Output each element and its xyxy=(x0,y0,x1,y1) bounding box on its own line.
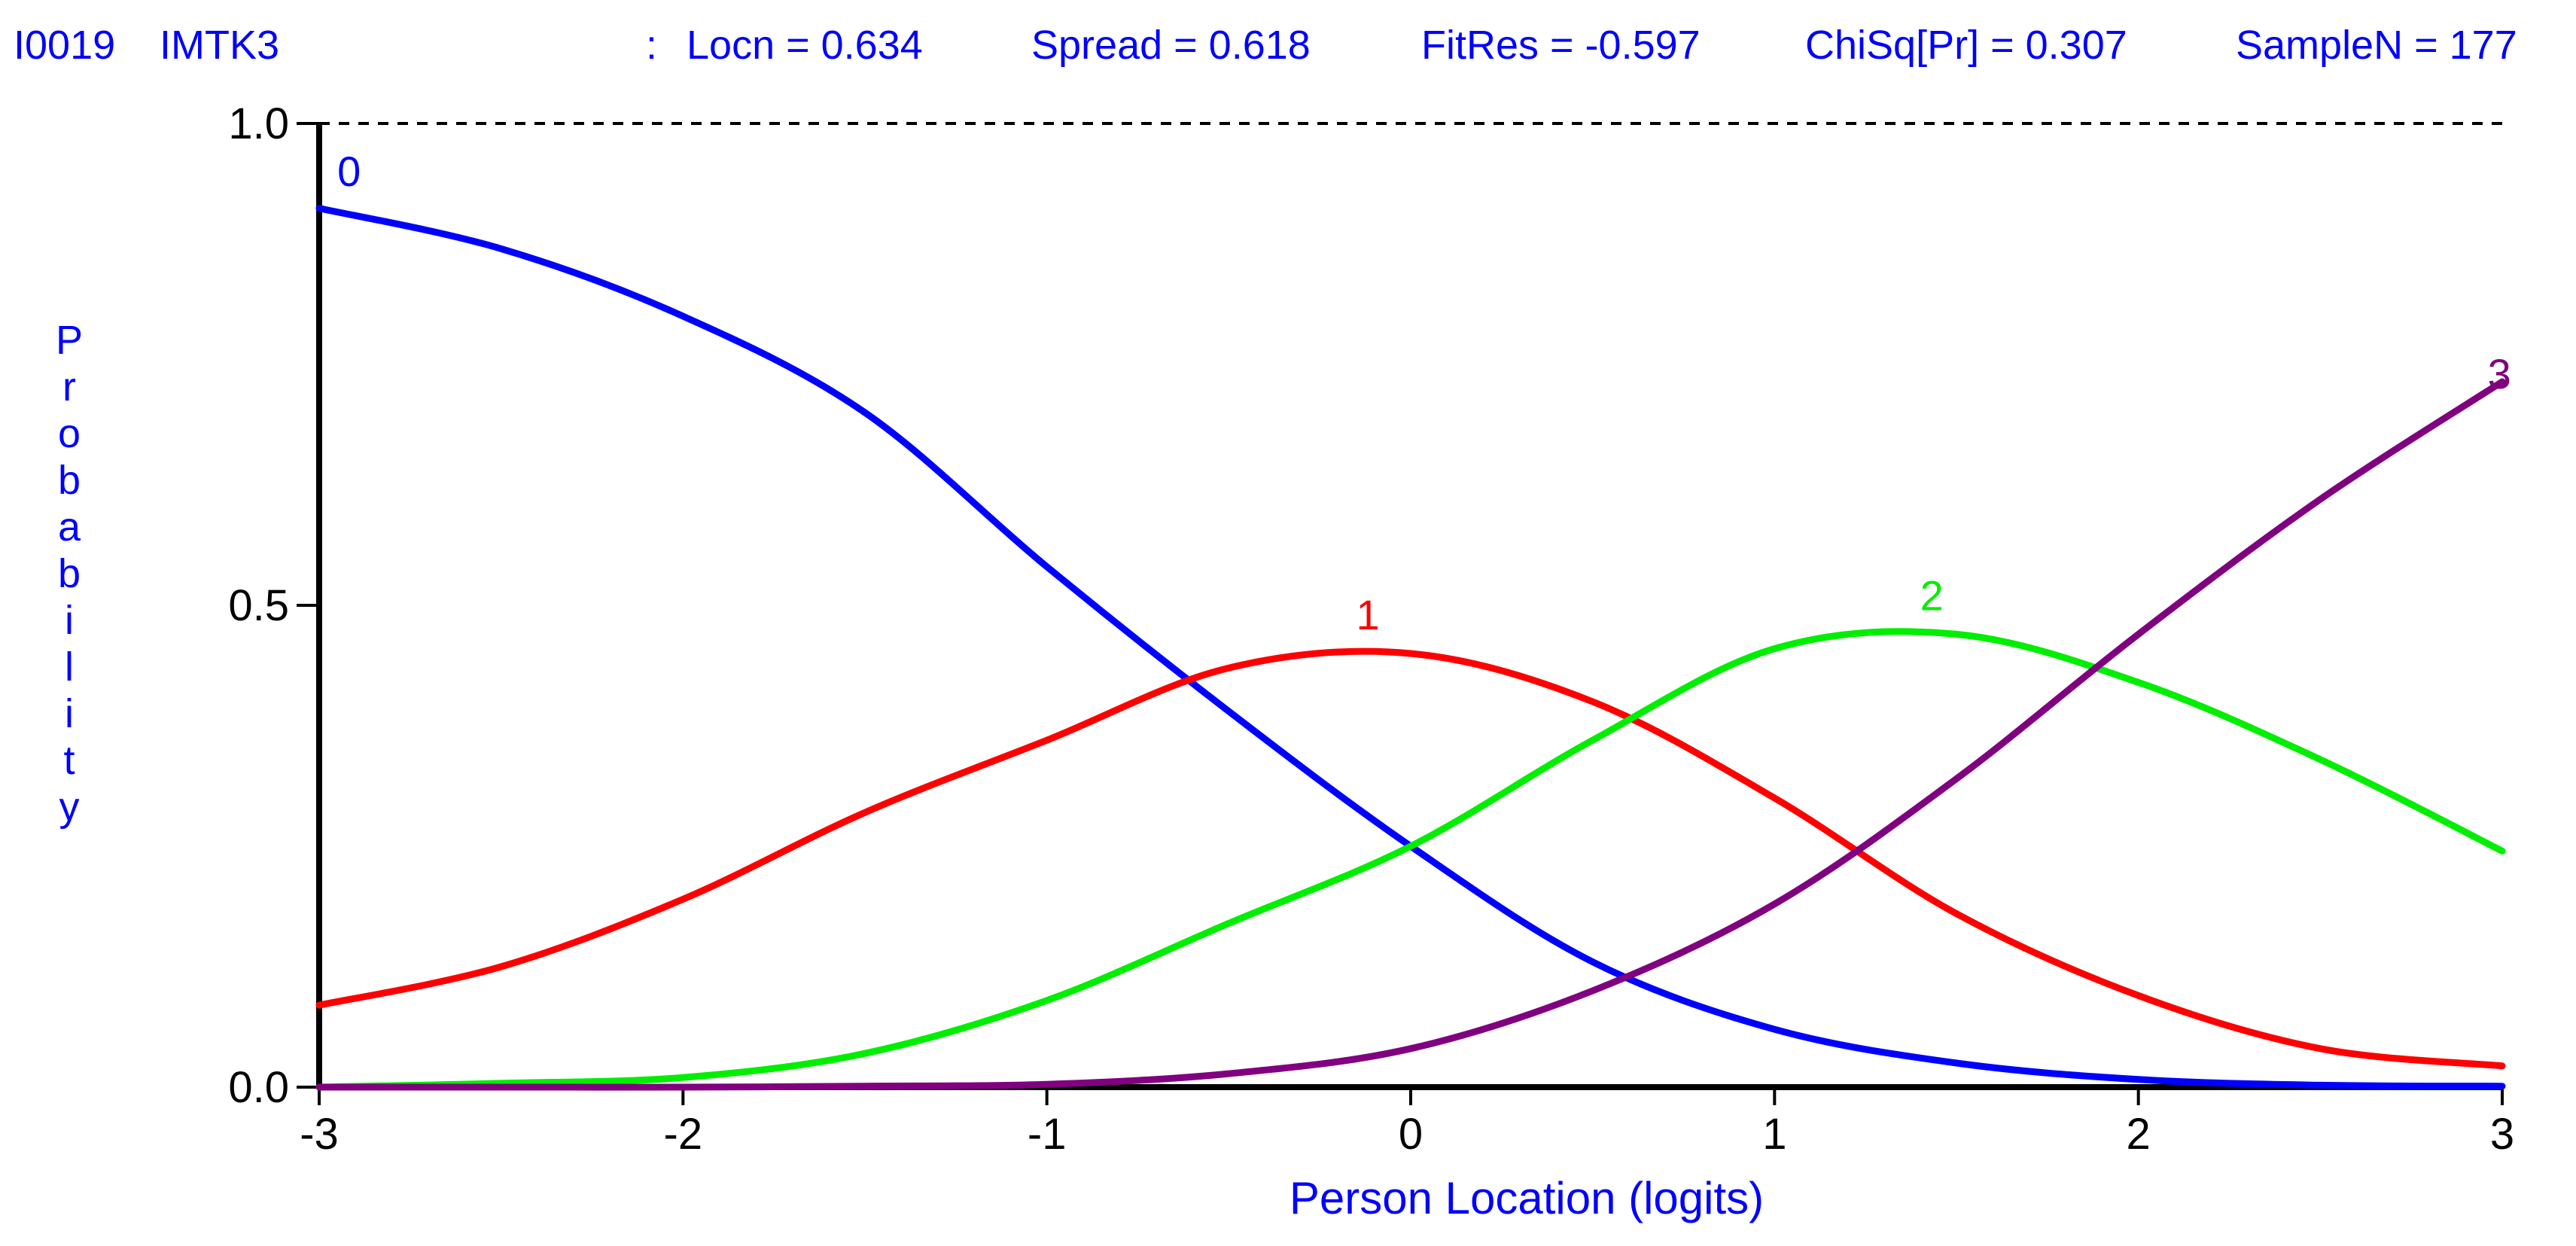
series-label-category-2: 2 xyxy=(1920,571,1944,619)
x-tick-label: 3 xyxy=(2490,1110,2514,1159)
series-label-category-3: 3 xyxy=(2488,350,2511,398)
y-axis-label-letter: b xyxy=(58,551,81,596)
stat-locn: Locn = 0.634 xyxy=(687,23,923,68)
x-tick-label: 1 xyxy=(1762,1110,1786,1159)
y-axis-label-letter: P xyxy=(56,318,83,363)
header-separator: : xyxy=(646,23,657,68)
stat-fitres: FitRes = -0.597 xyxy=(1421,23,1701,68)
series-line-category-0 xyxy=(315,205,2506,1090)
series-label-category-0: 0 xyxy=(337,148,361,195)
item-name-label: IMTK3 xyxy=(160,23,279,68)
x-axis-label: Person Location (logits) xyxy=(1290,1173,1764,1223)
y-axis-label-letter: i xyxy=(65,598,74,643)
item-id-label: I0019 xyxy=(14,23,115,68)
x-tick-label: -2 xyxy=(664,1110,703,1159)
x-tick-label: 2 xyxy=(2127,1110,2151,1159)
x-tick-label: -3 xyxy=(300,1110,339,1159)
y-axis-label-letter: o xyxy=(58,411,81,456)
series-line-category-3 xyxy=(315,378,2506,1091)
x-tick-label: 0 xyxy=(1399,1110,1423,1159)
x-tick-label: -1 xyxy=(1028,1110,1067,1159)
series-group xyxy=(315,205,2506,1091)
y-axis-label-letter: r xyxy=(62,364,76,410)
series-line-category-2 xyxy=(315,628,2506,1091)
series-label-category-1: 1 xyxy=(1357,591,1380,638)
y-axis-label-letter: i xyxy=(65,691,74,736)
y-axis-label-letter: b xyxy=(58,458,81,503)
y-tick-label: 0.5 xyxy=(228,581,289,630)
stat-chisq: ChiSq[Pr] = 0.307 xyxy=(1805,23,2127,68)
series-labels-group: 0 1 2 3 xyxy=(337,148,2511,638)
y-tick-label: 0.0 xyxy=(228,1063,289,1112)
y-axis-label-letter: t xyxy=(63,738,75,783)
y-tick-label: 1.0 xyxy=(228,99,289,148)
y-axis-label-letter: l xyxy=(65,644,74,690)
y-axis-label-letter: y xyxy=(59,784,80,830)
stat-spread: Spread = 0.618 xyxy=(1031,23,1311,68)
stat-samplen: SampleN = 177 xyxy=(2236,23,2517,68)
series-line-category-1 xyxy=(315,647,2506,1070)
y-axis-label-letter: a xyxy=(58,504,81,550)
